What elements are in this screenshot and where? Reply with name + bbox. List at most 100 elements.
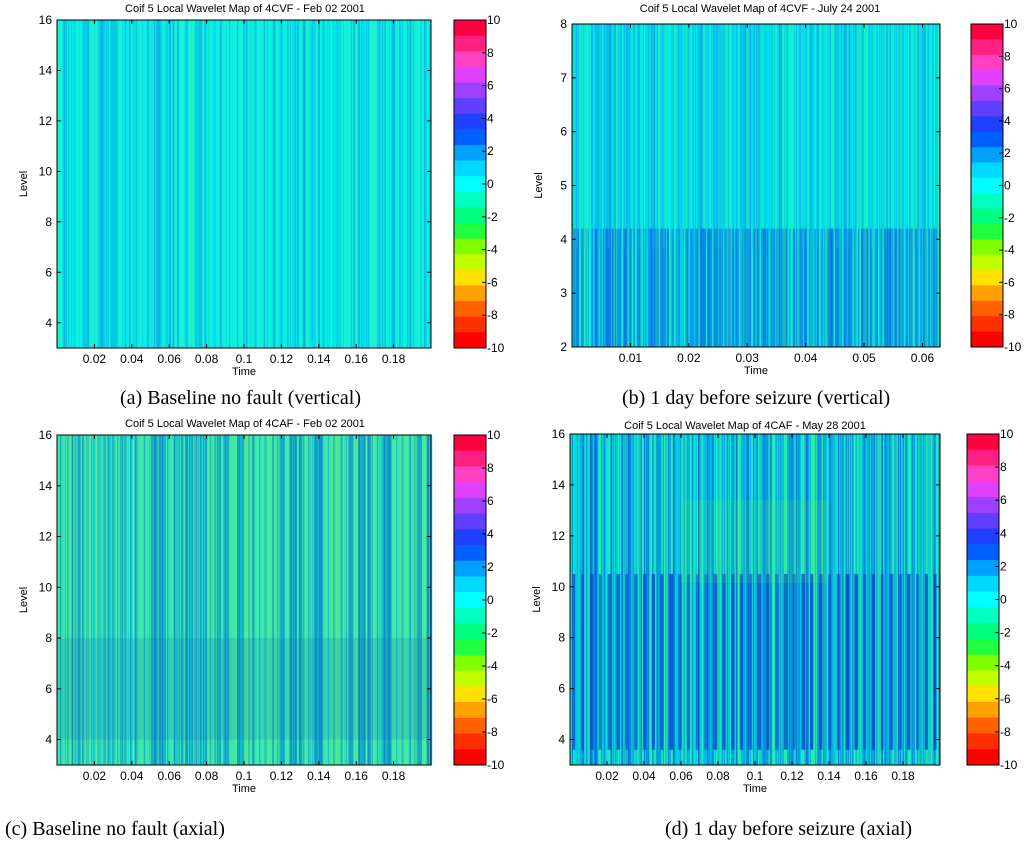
heatmap-stripe — [292, 20, 294, 348]
heatmap-stripe — [752, 24, 754, 347]
colorbar-segment — [454, 749, 486, 766]
heatmap-stripe — [142, 435, 144, 765]
heatmap-stripe — [299, 20, 302, 348]
heatmap-stripe — [257, 435, 258, 765]
heatmap-stripe — [167, 20, 168, 348]
heatmap-stripe — [761, 434, 763, 765]
heatmap-band — [585, 228, 587, 347]
heatmap-stripe — [163, 20, 166, 348]
y-tick-label: 4 — [558, 733, 565, 747]
heatmap-band — [924, 228, 927, 347]
heatmap-stripe — [903, 24, 905, 347]
heatmap-stripe — [373, 435, 375, 765]
heatmap-stripe — [319, 20, 320, 348]
heatmap-band — [692, 24, 694, 249]
heatmap-stripe — [228, 435, 230, 765]
heatmap-stripe — [208, 20, 210, 348]
heatmap-stripe — [665, 24, 667, 347]
heatmap-stripe — [671, 24, 674, 347]
heatmap-band — [757, 228, 759, 347]
heatmap-band — [823, 434, 826, 765]
heatmap-stripe — [376, 20, 379, 348]
heatmap-band — [741, 24, 743, 249]
heatmap-stripe — [730, 24, 733, 347]
heatmap-stripe — [80, 435, 82, 765]
heatmap-band — [911, 434, 914, 765]
heatmap-stripe — [388, 20, 390, 348]
heatmap-band — [802, 24, 804, 249]
heatmap-stripe — [126, 435, 128, 765]
heatmap-band — [693, 24, 695, 249]
heatmap-stripe — [609, 24, 611, 347]
heatmap-stripe — [586, 434, 588, 765]
heatmap-stripe — [821, 24, 824, 347]
heatmap-band — [731, 574, 735, 750]
heatmap-band — [753, 434, 755, 765]
heatmap-band — [829, 228, 832, 347]
heatmap-stripe — [196, 20, 198, 348]
heatmap-stripe — [390, 435, 392, 765]
heatmap-stripe — [404, 20, 406, 348]
x-tick-label: 0.06 — [669, 769, 693, 783]
heatmap-stripe — [342, 435, 345, 765]
heatmap-stripe — [108, 435, 110, 765]
heatmap-stripe — [332, 20, 334, 348]
heatmap-stripe — [898, 24, 901, 347]
heatmap-stripe — [229, 20, 231, 348]
heatmap-stripe — [203, 435, 205, 765]
heatmap-band — [854, 228, 856, 347]
heatmap-stripe — [881, 24, 884, 347]
colorbar-segment — [971, 316, 1003, 333]
heatmap-stripe — [269, 20, 271, 348]
heatmap-stripe — [419, 20, 420, 348]
y-tick-label: 6 — [45, 265, 52, 279]
heatmap-stripe — [189, 20, 191, 348]
heatmap-band — [656, 228, 659, 347]
heatmap-band — [857, 24, 859, 249]
heatmap-stripe — [420, 20, 422, 348]
heatmap-stripe — [931, 24, 933, 347]
heatmap-stripe — [61, 435, 63, 765]
heatmap-stripe — [608, 24, 611, 347]
heatmap-band — [659, 228, 663, 347]
heatmap-stripe — [121, 435, 123, 765]
colorbar-segment — [454, 513, 486, 530]
colorbar-tick-label: 4 — [487, 111, 494, 125]
heatmap-band — [768, 24, 770, 249]
heatmap-stripe — [384, 20, 386, 348]
colorbar-tick-label: 10 — [487, 428, 501, 442]
heatmap-stripe — [866, 24, 868, 347]
heatmap-band — [576, 228, 579, 347]
colorbar-tick-label: -2 — [1004, 211, 1015, 225]
heatmap-stripe — [146, 20, 149, 348]
heatmap-band — [808, 228, 811, 347]
heatmap-stripe — [721, 24, 723, 347]
heatmap-stripe — [616, 24, 618, 347]
heatmap-band — [651, 24, 653, 249]
heatmap-stripe — [178, 435, 180, 765]
heatmap-band — [735, 434, 737, 765]
heatmap-stripe — [280, 20, 283, 348]
heatmap-stripe — [225, 435, 227, 765]
heatmap-stripe — [911, 434, 913, 765]
heatmap-band — [859, 24, 861, 249]
heatmap-stripe — [287, 20, 289, 348]
y-tick-label: 5 — [560, 179, 567, 193]
heatmap-band — [817, 24, 819, 249]
heatmap-band — [621, 24, 622, 249]
heatmap-stripe — [799, 434, 800, 765]
heatmap-band — [883, 24, 884, 249]
heatmap-stripe — [261, 20, 263, 348]
heatmap-stripe — [756, 24, 758, 347]
heatmap-stripe — [892, 24, 894, 347]
heatmap-stripe — [711, 24, 713, 347]
heatmap-stripe — [622, 24, 624, 347]
heatmap-stripe — [68, 20, 70, 348]
colorbar-tick-label: 4 — [487, 527, 494, 541]
heatmap-stripe — [258, 435, 260, 765]
heatmap-stripe — [73, 20, 75, 348]
colorbar-tick-label: 10 — [1000, 427, 1014, 441]
heatmap-stripe — [417, 435, 420, 765]
y-tick-label: 8 — [560, 17, 567, 31]
heatmap-stripe — [726, 24, 729, 347]
